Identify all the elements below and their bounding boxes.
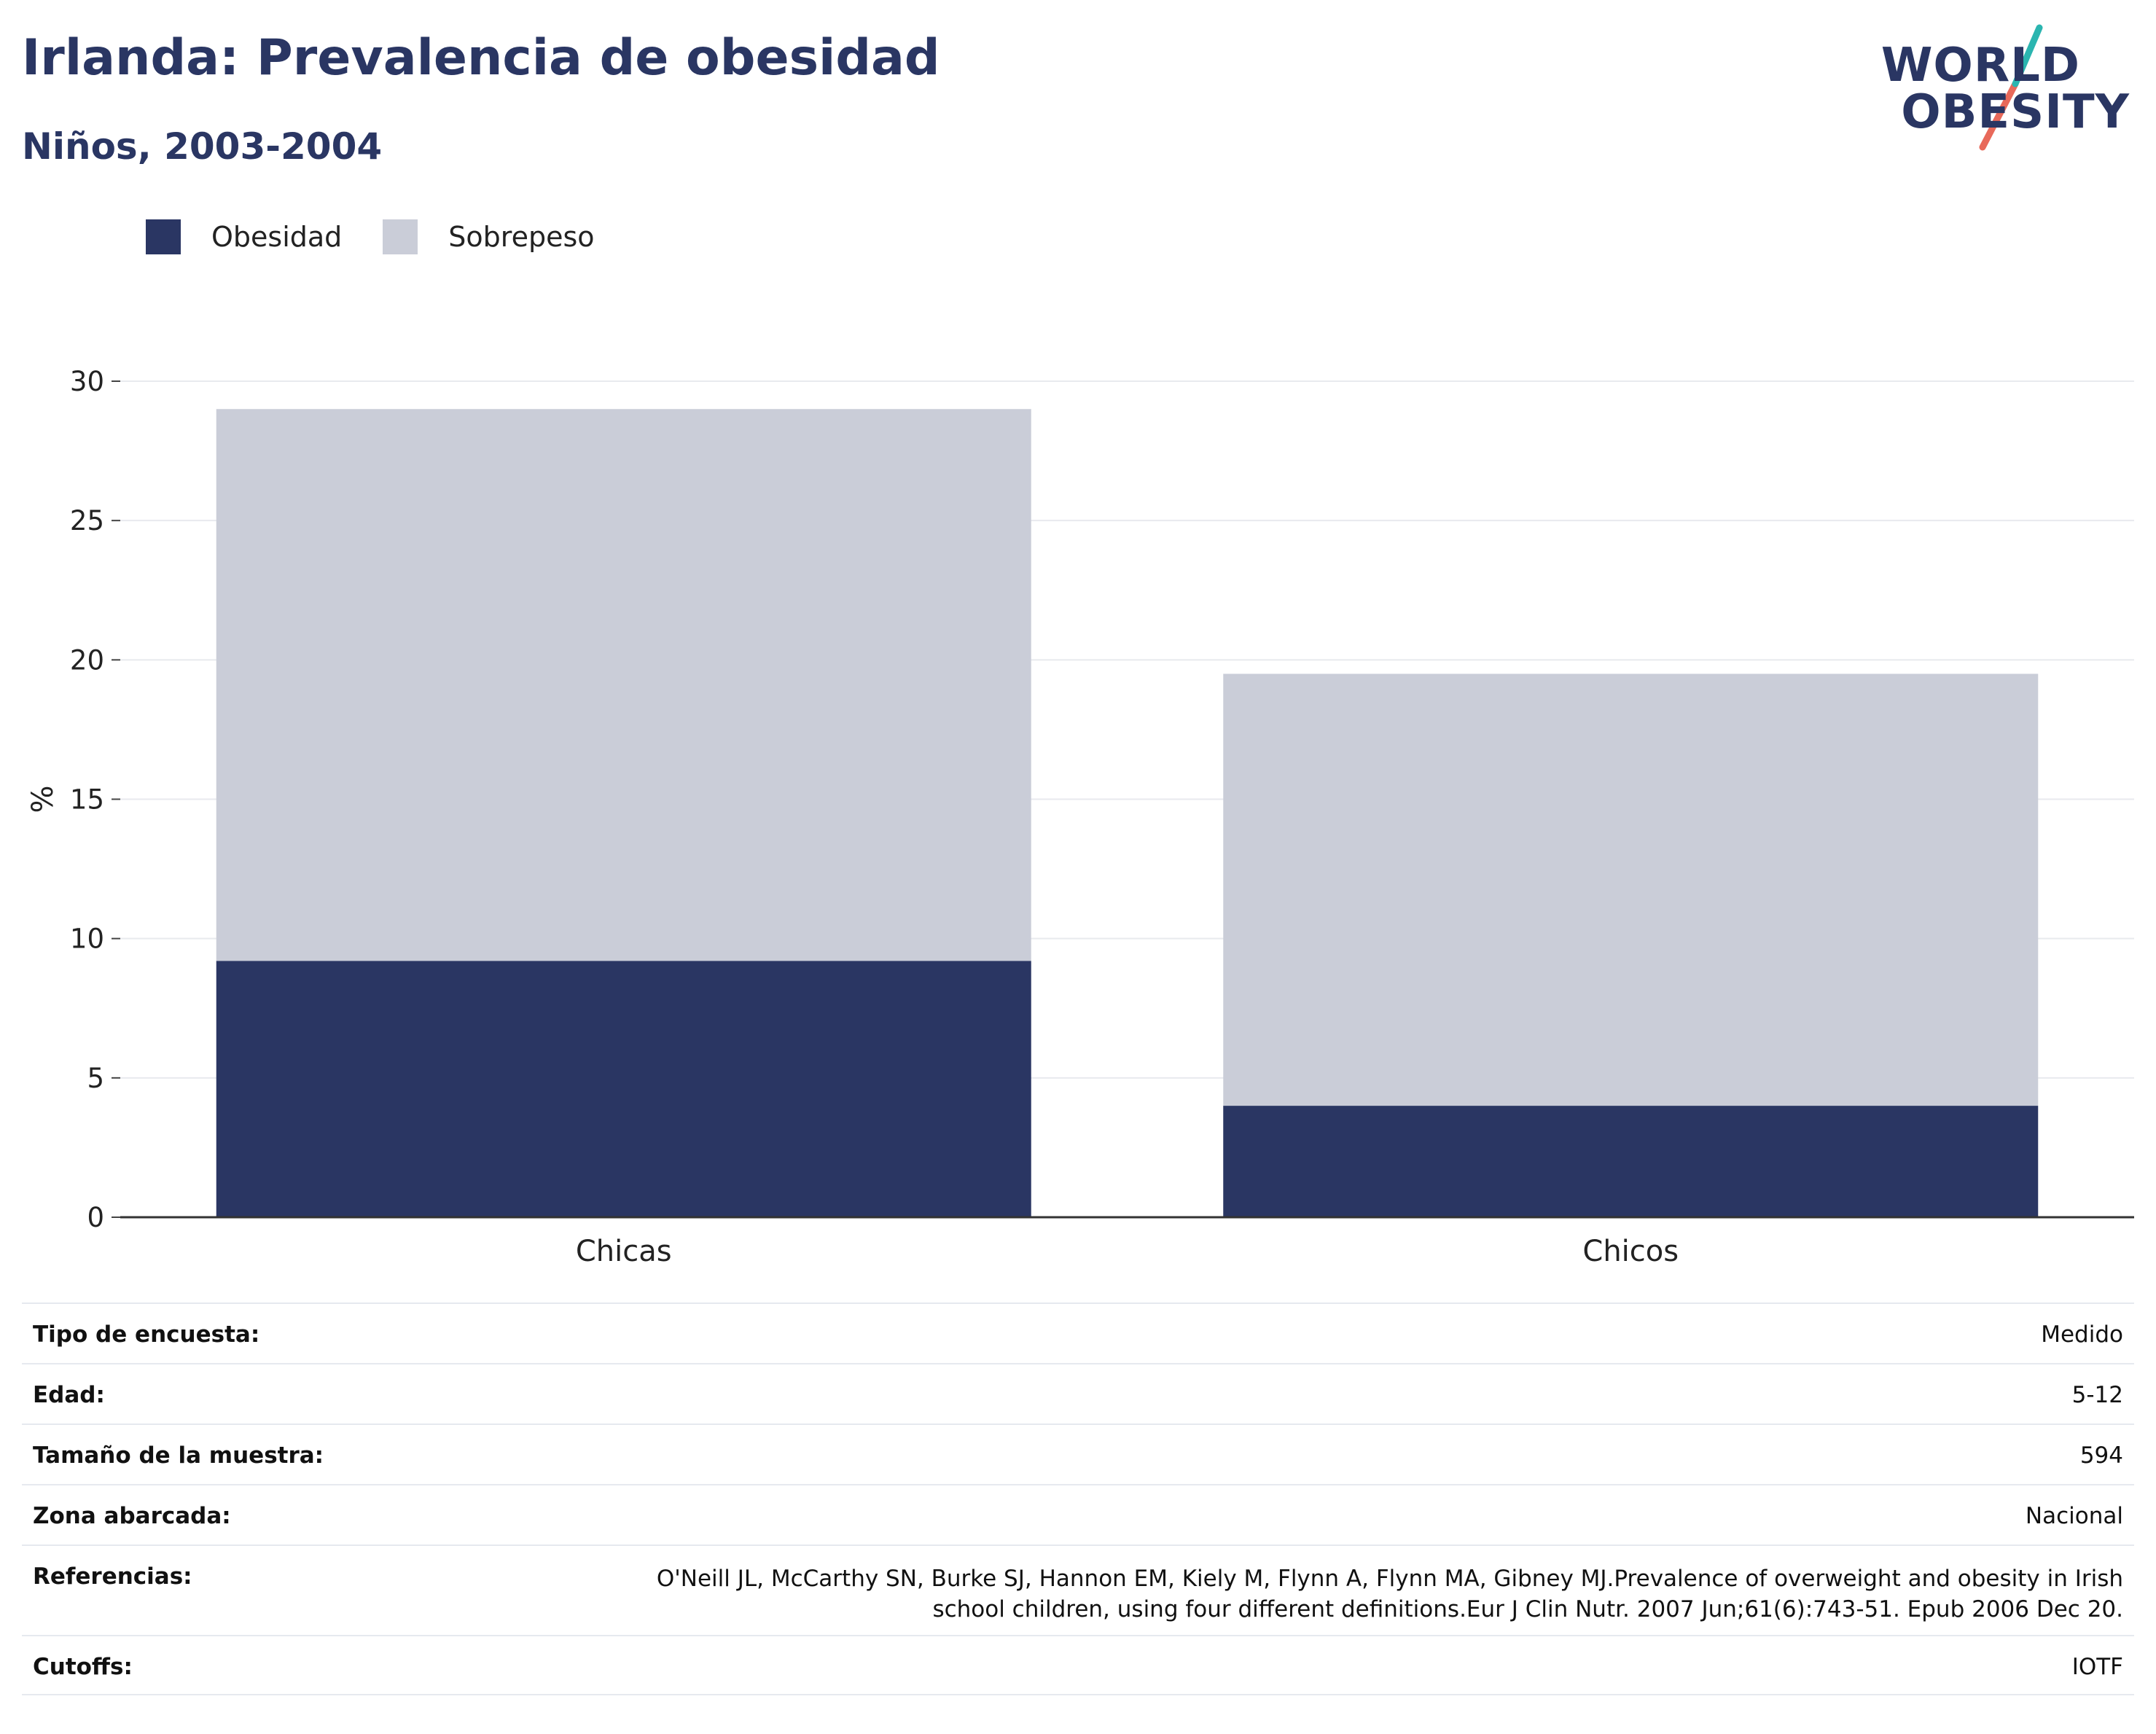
page-subtitle: Niños, 2003-2004 [22, 125, 383, 168]
info-key: Cutoffs: [33, 1654, 133, 1680]
y-tick-label: 15 [70, 784, 104, 816]
info-row-edad: Edad: 5-12 [22, 1363, 2134, 1423]
x-tick-label: Chicos [1582, 1235, 1679, 1268]
info-key: Zona abarcada: [33, 1503, 231, 1529]
info-row-zona: Zona abarcada: Nacional [22, 1484, 2134, 1544]
y-tick-label: 30 [70, 366, 104, 397]
legend-label-sobrepeso: Sobrepeso [448, 221, 595, 253]
info-value: IOTF [2071, 1654, 2123, 1680]
legend-label-obesidad: Obesidad [211, 221, 343, 253]
bar-chicos-obesidad [1223, 1106, 2039, 1217]
logo-slash-icon [1979, 24, 2043, 151]
info-value: Nacional [2025, 1503, 2123, 1529]
info-key: Tamaño de la muestra: [33, 1442, 324, 1469]
bar-chicos-sobrepeso [1223, 673, 2039, 1106]
info-row-cutoffs: Cutoffs: IOTF [22, 1635, 2134, 1695]
info-row-tipo: Tipo de encuesta: Medido [22, 1303, 2134, 1363]
y-tick-label: 10 [70, 923, 104, 955]
info-value: Medido [2041, 1321, 2123, 1348]
info-value: 5-12 [2071, 1382, 2123, 1408]
legend-swatch-sobrepeso [383, 219, 418, 254]
bar-chicas-obesidad [216, 961, 1031, 1217]
y-tick-label: 5 [87, 1063, 104, 1094]
info-key: Edad: [33, 1382, 105, 1408]
info-row-muestra: Tamaño de la muestra: 594 [22, 1423, 2134, 1484]
y-tick-label: 25 [70, 505, 104, 536]
logo-word-2: OBESITY [1901, 85, 2130, 139]
y-tick-label: 0 [87, 1202, 104, 1233]
y-axis-label: % [26, 785, 60, 813]
bar-chicas-sobrepeso [216, 409, 1031, 961]
page-title: Irlanda: Prevalencia de obesidad [22, 29, 940, 87]
legend-swatch-obesidad [146, 219, 181, 254]
legend-item-sobrepeso: Sobrepeso [383, 219, 595, 254]
legend-item-obesidad: Obesidad [146, 219, 342, 254]
world-obesity-logo: WORLD OBESITY [1881, 22, 2143, 153]
survey-info-table: Tipo de encuesta: Medido Edad: 5-12 Tama… [22, 1303, 2134, 1695]
info-key: Tipo de encuesta: [33, 1321, 260, 1348]
chart-legend: Obesidad Sobrepeso [146, 219, 636, 255]
info-value: 594 [2079, 1442, 2123, 1469]
y-tick-label: 20 [70, 644, 104, 676]
info-value: O'Neill JL, McCarthy SN, Burke SJ, Hanno… [656, 1566, 2123, 1622]
info-key: Referencias: [33, 1563, 192, 1590]
x-tick-label: Chicas [576, 1235, 672, 1268]
stacked-bar-chart: 0 5 10 15 20 25 30% Chicas Chicos [26, 366, 2134, 1268]
logo-word-1: WORLD [1880, 39, 2080, 93]
info-row-referencias: Referencias: O'Neill JL, McCarthy SN, Bu… [22, 1544, 2134, 1635]
